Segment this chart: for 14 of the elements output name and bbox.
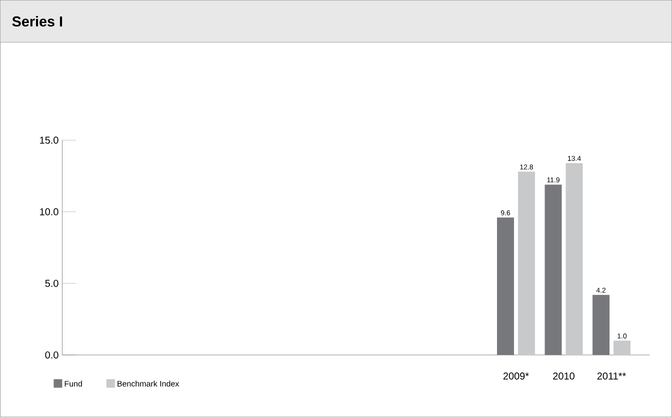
x-tick-label: 2010 xyxy=(553,372,574,380)
bar xyxy=(497,217,514,355)
x-tick-label: 2009* xyxy=(503,372,529,380)
y-tick-label: 10.0 xyxy=(40,208,58,216)
chart-title: Series I xyxy=(12,16,62,26)
y-tick-label: 0.0 xyxy=(45,351,58,358)
bar xyxy=(592,294,610,355)
bar xyxy=(614,340,630,355)
y-tick-label: 5.0 xyxy=(45,280,58,287)
bar xyxy=(544,184,562,355)
x-tick-label: 2011** xyxy=(597,372,626,380)
y-tick-label: 15.0 xyxy=(40,136,58,144)
bar xyxy=(566,162,583,355)
bar xyxy=(518,172,535,355)
